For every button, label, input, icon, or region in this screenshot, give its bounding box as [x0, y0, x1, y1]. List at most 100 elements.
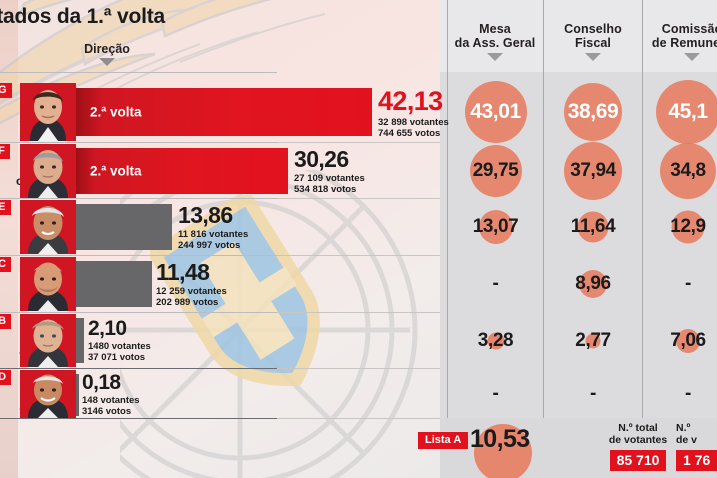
- column-header-mesa: Mesa da Ass. Geral: [448, 22, 542, 61]
- column-header-comissao: Comissão de Remunera: [644, 22, 717, 61]
- table-row-divider: [0, 142, 277, 143]
- votantes-count: 12 259 votantes: [156, 286, 227, 297]
- votos-count: 37 071 votos: [88, 352, 146, 363]
- committee-value: -: [492, 382, 499, 404]
- portrait-photo: [20, 200, 76, 254]
- votos-count: 534 818 votos: [294, 184, 357, 195]
- value-bubble: [564, 83, 622, 141]
- lista-badge: a F: [0, 144, 10, 159]
- committee-cell[interactable]: 8,96: [544, 256, 642, 312]
- committee-cell[interactable]: 7,06: [643, 313, 717, 368]
- percentage-value: 30,26: [294, 146, 349, 172]
- portrait-photo: [20, 370, 76, 418]
- committee-value: 2,77: [575, 329, 611, 351]
- committee-cell[interactable]: 29,75: [448, 143, 543, 198]
- total-votos-line2: de v: [676, 434, 698, 446]
- table-row[interactable]: a B rtim ayer 2,10 1480 votantes 37 071 …: [0, 314, 440, 368]
- direcao-column-header: Direção: [72, 42, 142, 66]
- value-block: 30,26 27 109 votantes 534 818 votos: [294, 146, 365, 196]
- lista-a-badge: Lista A: [418, 432, 469, 449]
- column-header-conselho: Conselho Fiscal: [545, 22, 641, 61]
- value-bubble: [487, 332, 504, 349]
- lista-badge: a D: [0, 370, 12, 385]
- table-row-divider: [0, 255, 277, 256]
- table-row-divider: [0, 368, 277, 369]
- value-bubble: [564, 141, 622, 200]
- committee-cell[interactable]: 34,8: [643, 142, 717, 199]
- table-row[interactable]: a G Rui osta 2.ª volta 42,13 32 898 vota…: [0, 82, 449, 142]
- column-divider-2: [543, 0, 544, 418]
- value-bubble: [478, 210, 513, 244]
- table-row-divider: [0, 198, 277, 199]
- votantes-count: 1480 votantes: [88, 341, 151, 352]
- percentage-value: 13,86: [178, 202, 233, 228]
- chevron-down-icon: [585, 53, 601, 61]
- committee-cell[interactable]: -: [544, 369, 642, 418]
- committee-cell[interactable]: 38,69: [544, 82, 642, 142]
- lista-a-percentage: 10,53: [470, 425, 530, 453]
- committee-value: -: [685, 382, 691, 404]
- table-header-band: [440, 0, 717, 72]
- committee-cell[interactable]: -: [643, 369, 717, 418]
- lista-badge: a C: [0, 257, 12, 272]
- value-bubble: [464, 81, 527, 143]
- direcao-label: Direção: [84, 42, 130, 56]
- value-block: 13,86 11 816 votantes 244 997 votos: [178, 202, 249, 252]
- candidate-portrait: [20, 200, 76, 254]
- committee-value: 8,96: [575, 273, 611, 294]
- votos-count: 3146 votos: [82, 406, 132, 417]
- committee-cell[interactable]: 43,01: [448, 81, 543, 143]
- committee-value: 12,9: [670, 216, 706, 237]
- committee-cell[interactable]: 37,94: [544, 141, 642, 200]
- table-row[interactable]: a F nha opes 2.ª volta 30,26 27 109 vota…: [0, 144, 440, 198]
- total-votantes-value: 85 710: [609, 450, 667, 471]
- total-votos-block: N.º de v 1 76: [676, 422, 717, 471]
- table-row[interactable]: a C o D. igas 11,48 12 259 votantes 202 …: [0, 257, 440, 312]
- committee-cell[interactable]: 3,28: [448, 313, 543, 368]
- table-row-divider: [0, 418, 277, 419]
- direcao-bar: [76, 204, 172, 250]
- table-row[interactable]: a E lipe eira 13,86 11 816 votantes 244 …: [0, 200, 440, 255]
- direcao-bar: [76, 374, 79, 416]
- committee-cell[interactable]: -: [448, 256, 543, 312]
- portrait-photo: [20, 314, 76, 367]
- candidate-portrait: [20, 314, 76, 367]
- value-bubble: [469, 144, 522, 197]
- lista-badge: a G: [0, 83, 12, 98]
- committee-cell[interactable]: -: [643, 256, 717, 312]
- committee-cell[interactable]: 13,07: [448, 199, 543, 255]
- committee-cell[interactable]: 12,9: [643, 199, 717, 255]
- lista-badge: a E: [0, 200, 11, 215]
- committee-value: 7,06: [670, 329, 706, 351]
- votantes-count: 27 109 votantes: [294, 173, 365, 184]
- votos-count: 244 997 votos: [178, 240, 241, 251]
- candidate-portrait: [20, 144, 76, 198]
- committee-cell[interactable]: 11,64: [544, 199, 642, 255]
- direcao-bar: 2.ª volta: [76, 88, 372, 136]
- column-header-comissao-line2: de Remunera: [651, 36, 717, 50]
- committee-value: -: [492, 273, 499, 294]
- chevron-down-icon: [684, 53, 700, 61]
- committee-value: 43,01: [470, 100, 521, 123]
- table-row[interactable]: a D vão alho 0,18 148 votantes 3146 voto…: [0, 370, 440, 418]
- value-bubble: [656, 80, 717, 144]
- table-row-divider: [0, 72, 277, 73]
- committee-cell[interactable]: 2,77: [544, 313, 642, 368]
- direcao-bar: 2.ª volta: [76, 148, 288, 194]
- portrait-photo: [20, 257, 76, 311]
- votos-count: 202 989 votos: [156, 297, 219, 308]
- committee-cell[interactable]: 45,1: [643, 80, 717, 144]
- column-header-comissao-line1: Comissão: [661, 22, 717, 36]
- committee-cell[interactable]: -: [448, 369, 543, 418]
- committee-value: 37,94: [570, 159, 616, 181]
- shield-watermark: [150, 195, 320, 386]
- chevron-down-icon: [487, 53, 503, 61]
- committee-value: -: [685, 273, 691, 294]
- column-header-conselho-line2: Fiscal: [574, 36, 612, 50]
- votantes-count: 11 816 votantes: [178, 229, 249, 240]
- total-votos-value: 1 76: [676, 450, 717, 471]
- committee-value: 3,28: [477, 329, 514, 351]
- percentage-value: 2,10: [88, 317, 127, 340]
- total-votantes-block: N.º total de votantes 85 710: [588, 422, 688, 471]
- direcao-bar: [76, 261, 152, 307]
